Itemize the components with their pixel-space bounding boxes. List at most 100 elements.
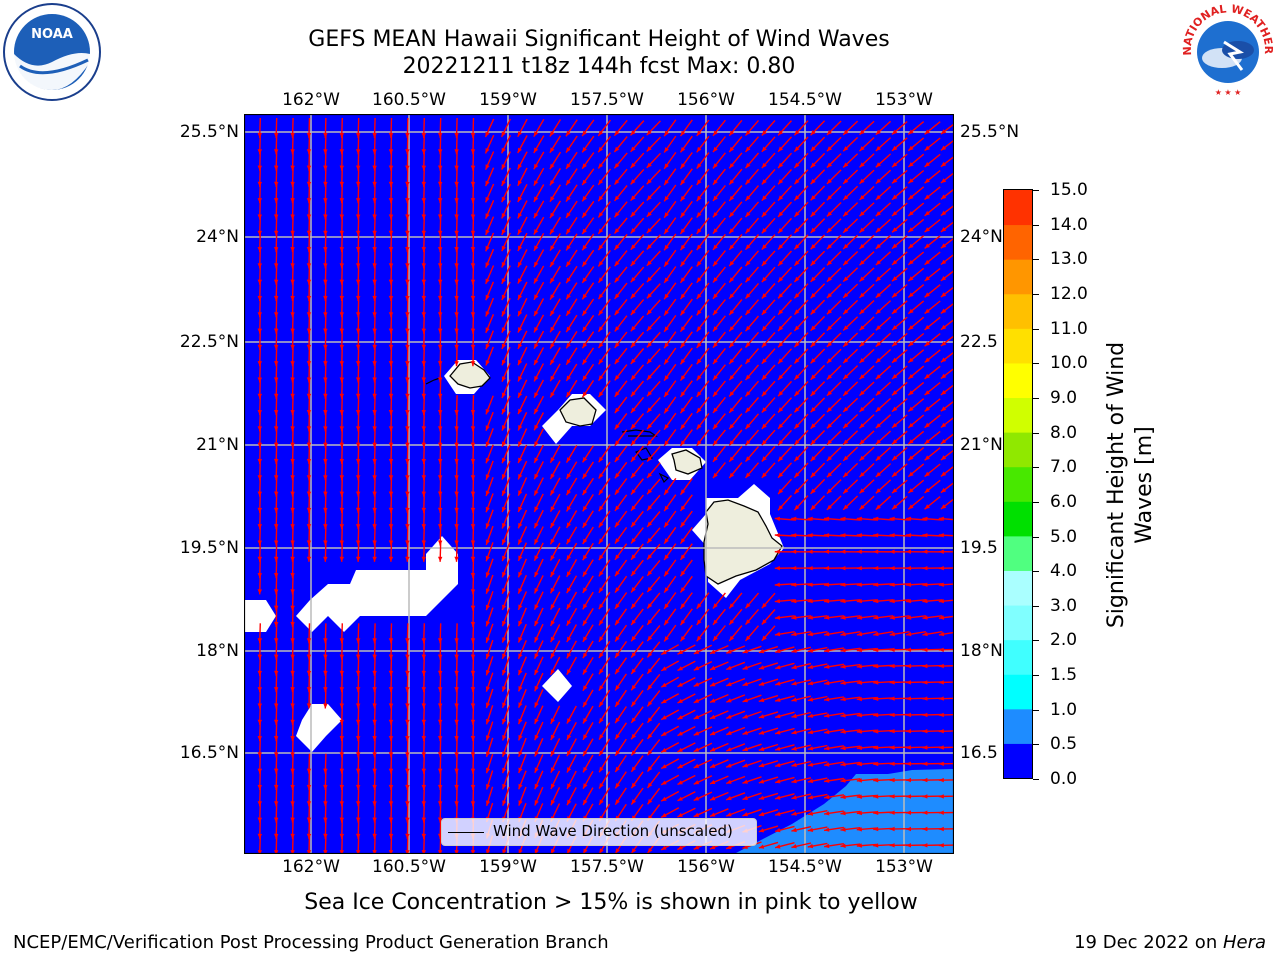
- wave-direction-arrow: [630, 689, 644, 708]
- colorbar-tick-mark: [1033, 259, 1039, 261]
- wave-direction-arrow: [791, 516, 812, 521]
- wave-direction-arrow: [840, 810, 861, 816]
- wave-direction-arrow: [517, 640, 527, 660]
- wave-direction-arrow: [761, 217, 776, 234]
- colorbar-tick-mark: [1033, 397, 1039, 399]
- colorbar-tick-mark: [1033, 709, 1039, 711]
- colorbar-swatch: [1004, 328, 1032, 364]
- wave-direction-arrow: [793, 266, 809, 283]
- wave-direction-arrow: [696, 217, 710, 235]
- wave-direction-arrow: [924, 251, 941, 266]
- wave-direction-arrow: [566, 656, 578, 676]
- wave-direction-arrow: [485, 786, 494, 807]
- lat-tick-left: 16.5°N: [179, 743, 239, 763]
- wave-direction-arrow: [891, 381, 908, 396]
- wave-direction-arrow: [598, 494, 611, 512]
- wave-direction-arrow: [859, 267, 875, 283]
- wave-direction-arrow: [728, 331, 743, 349]
- wave-direction-arrow: [613, 185, 628, 202]
- wave-direction-arrow: [728, 185, 743, 202]
- wave-direction-arrow: [646, 445, 661, 463]
- lon-tick-bottom: 162°W: [282, 857, 340, 877]
- wave-direction-arrow: [709, 693, 729, 704]
- wave-direction-arrow: [517, 167, 528, 187]
- wave-direction-arrow: [646, 478, 661, 495]
- wave-direction-arrow: [581, 314, 595, 333]
- wave-direction-arrow: [646, 722, 661, 740]
- lat-tick-left: 18°N: [196, 641, 239, 661]
- wave-direction-arrow: [891, 495, 908, 510]
- wave-direction-arrow: [859, 446, 875, 462]
- wave-direction-arrow: [938, 745, 954, 750]
- wave-direction-arrow: [501, 623, 511, 643]
- wave-direction-arrow: [840, 745, 861, 751]
- wave-direction-arrow: [791, 615, 812, 620]
- wave-direction-arrow: [582, 559, 594, 577]
- wave-direction-arrow: [891, 169, 908, 184]
- wave-direction-arrow: [630, 266, 645, 283]
- wave-direction-arrow: [614, 526, 628, 545]
- wave-direction-arrow: [517, 591, 528, 611]
- lat-tick-right: 25.5°N: [960, 122, 1020, 142]
- wave-direction-arrow: [517, 346, 528, 366]
- wave-direction-arrow: [501, 607, 511, 627]
- wave-direction-arrow: [613, 233, 628, 251]
- wave-direction-arrow: [875, 446, 892, 462]
- wave-direction-arrow: [550, 656, 561, 676]
- wave-direction-arrow: [728, 592, 743, 609]
- wave-direction-arrow: [856, 680, 877, 685]
- wave-direction-arrow: [598, 347, 611, 365]
- wave-direction-arrow: [614, 706, 627, 724]
- wave-direction-arrow: [696, 201, 710, 218]
- wave-direction-arrow: [660, 725, 680, 737]
- wave-direction-arrow: [924, 447, 941, 461]
- colorbar-swatch: [1004, 224, 1032, 260]
- wave-direction-arrow: [550, 770, 561, 790]
- wave-direction-arrow: [823, 516, 845, 521]
- colorbar-tick-mark: [1033, 328, 1039, 330]
- wave-direction-arrow: [777, 217, 793, 234]
- wave-direction-arrow: [566, 770, 577, 790]
- wave-direction-arrow: [581, 152, 595, 170]
- wave-direction-arrow: [807, 810, 828, 816]
- wave-direction-arrow: [677, 742, 696, 753]
- colorbar-tick-label: 14.0: [1050, 214, 1088, 235]
- wave-direction-arrow: [906, 615, 926, 620]
- wave-direction-arrow: [679, 510, 693, 528]
- wave-direction-arrow: [646, 673, 661, 691]
- wave-direction-arrow: [614, 347, 628, 365]
- wave-direction-arrow: [550, 624, 561, 643]
- wave-direction-arrow: [518, 770, 527, 790]
- wave-direction-arrow: [533, 656, 544, 676]
- wave-direction-arrow: [726, 710, 746, 720]
- wave-direction-arrow: [907, 381, 925, 396]
- wave-direction-arrow: [728, 413, 743, 430]
- wave-direction-arrow: [549, 168, 561, 186]
- wave-direction-arrow: [517, 623, 527, 643]
- wave-direction-arrow: [907, 284, 925, 298]
- wave-direction-arrow: [859, 218, 875, 234]
- wave-direction-arrow: [774, 599, 795, 604]
- ocean-field: [244, 114, 954, 854]
- wave-direction-arrow: [826, 397, 842, 413]
- wave-direction-arrow: [907, 300, 925, 315]
- wave-direction-arrow: [614, 412, 628, 430]
- wave-direction-arrow: [728, 168, 743, 186]
- lon-tick-bottom: 159°W: [479, 857, 537, 877]
- wave-direction-arrow: [598, 657, 611, 675]
- wave-direction-arrow: [517, 493, 528, 513]
- wave-direction-arrow: [823, 777, 845, 783]
- wave-direction-arrow: [712, 250, 726, 267]
- wave-direction-arrow: [826, 413, 842, 429]
- wave-direction-arrow: [758, 694, 779, 703]
- wave-direction-arrow: [924, 170, 941, 184]
- wave-direction-arrow: [630, 380, 645, 397]
- wave-direction-arrow: [614, 331, 628, 349]
- wave-direction-arrow: [517, 314, 528, 333]
- wave-direction-arrow: [693, 775, 713, 785]
- wave-direction-arrow: [873, 631, 894, 637]
- wave-direction-arrow: [501, 542, 511, 562]
- wave-direction-arrow: [712, 299, 726, 316]
- wave-direction-arrow: [744, 234, 760, 251]
- wave-direction-arrow: [630, 282, 645, 300]
